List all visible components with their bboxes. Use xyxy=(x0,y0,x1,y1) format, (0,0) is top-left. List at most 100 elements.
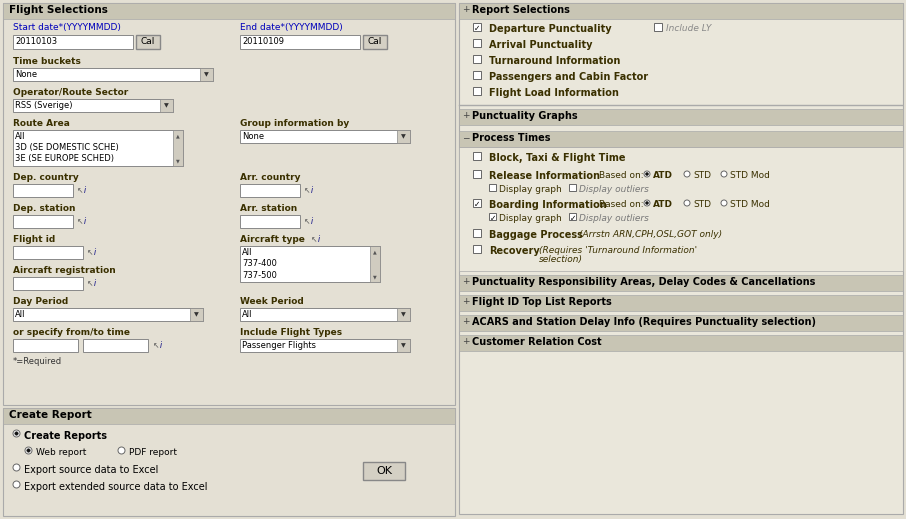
Circle shape xyxy=(645,201,649,204)
Text: ▼: ▼ xyxy=(204,72,209,77)
Text: ▼: ▼ xyxy=(401,343,406,348)
Bar xyxy=(13,339,78,352)
Text: ATD: ATD xyxy=(653,200,673,209)
Circle shape xyxy=(118,447,125,454)
Bar xyxy=(459,275,903,291)
Bar xyxy=(363,462,405,480)
Bar xyxy=(473,199,481,207)
Text: None: None xyxy=(15,70,37,79)
Bar xyxy=(3,3,455,19)
Text: ↖: ↖ xyxy=(304,217,311,226)
Text: ✓: ✓ xyxy=(570,213,576,223)
Text: RSS (Sverige): RSS (Sverige) xyxy=(15,101,72,110)
Text: 3E (SE EUROPE SCHED): 3E (SE EUROPE SCHED) xyxy=(15,155,114,163)
Text: −: − xyxy=(462,133,469,142)
Bar xyxy=(459,295,903,311)
Text: Baggage Process: Baggage Process xyxy=(489,230,583,240)
Bar xyxy=(397,130,410,143)
Text: Arr. station: Arr. station xyxy=(240,204,297,213)
Bar xyxy=(160,99,173,112)
Text: ACARS and Station Delay Info (Requires Punctuality selection): ACARS and Station Delay Info (Requires P… xyxy=(472,317,816,327)
Text: +: + xyxy=(462,5,469,14)
Bar xyxy=(459,315,903,331)
Text: (Requires 'Turnaround Information': (Requires 'Turnaround Information' xyxy=(539,246,697,255)
Text: i: i xyxy=(160,341,162,350)
Bar xyxy=(397,308,410,321)
Text: Dep. station: Dep. station xyxy=(13,204,75,213)
Bar xyxy=(240,184,300,197)
Bar xyxy=(136,35,160,49)
Bar xyxy=(13,35,133,49)
Text: STD Mod: STD Mod xyxy=(730,171,770,180)
Text: All: All xyxy=(242,248,253,257)
Text: Punctuality Graphs: Punctuality Graphs xyxy=(472,111,578,121)
Text: ▼: ▼ xyxy=(373,274,377,279)
Bar xyxy=(654,23,662,31)
Text: Group information by: Group information by xyxy=(240,119,349,128)
Bar xyxy=(397,339,410,352)
Text: Display graph: Display graph xyxy=(499,185,562,194)
Text: +: + xyxy=(462,277,469,286)
Bar xyxy=(569,213,576,220)
Text: Cal: Cal xyxy=(368,37,382,47)
Bar xyxy=(173,130,183,166)
Bar xyxy=(569,184,576,191)
Text: None: None xyxy=(242,132,265,141)
Text: All: All xyxy=(15,310,25,319)
Text: Flight Selections: Flight Selections xyxy=(9,5,108,15)
Text: Customer Relation Cost: Customer Relation Cost xyxy=(472,337,602,347)
Text: Export extended source data to Excel: Export extended source data to Excel xyxy=(24,482,207,492)
Circle shape xyxy=(14,432,18,435)
Bar xyxy=(83,339,148,352)
Text: Day Period: Day Period xyxy=(13,297,68,306)
Text: Operator/Route Sector: Operator/Route Sector xyxy=(13,88,129,97)
Text: ↖: ↖ xyxy=(304,186,311,195)
Text: Start date*(YYYYMMDD): Start date*(YYYYMMDD) xyxy=(13,23,120,32)
Text: Punctuality Responsibility Areas, Delay Codes & Cancellations: Punctuality Responsibility Areas, Delay … xyxy=(472,277,815,287)
Text: +: + xyxy=(462,317,469,326)
Text: Cal: Cal xyxy=(140,37,155,47)
Text: Time buckets: Time buckets xyxy=(13,57,81,66)
Circle shape xyxy=(645,172,649,175)
Bar xyxy=(473,39,481,47)
Text: Block, Taxi & Flight Time: Block, Taxi & Flight Time xyxy=(489,153,625,163)
Text: Arrival Punctuality: Arrival Punctuality xyxy=(489,40,593,50)
Text: i: i xyxy=(311,217,313,226)
Text: +: + xyxy=(462,337,469,346)
Bar xyxy=(489,184,496,191)
Text: ▼: ▼ xyxy=(401,134,406,139)
Text: i: i xyxy=(94,248,96,257)
Bar xyxy=(459,3,903,514)
Text: Flight Load Information: Flight Load Information xyxy=(489,88,619,98)
Bar xyxy=(240,308,410,321)
Text: Flight ID Top List Reports: Flight ID Top List Reports xyxy=(472,297,612,307)
Text: Week Period: Week Period xyxy=(240,297,304,306)
Bar xyxy=(473,245,481,253)
Bar xyxy=(459,131,903,147)
Text: Based on:: Based on: xyxy=(599,200,643,209)
Bar xyxy=(473,71,481,79)
Text: Release Information: Release Information xyxy=(489,171,600,181)
Bar xyxy=(473,55,481,63)
Bar xyxy=(13,308,203,321)
Bar xyxy=(473,152,481,160)
Text: ✓: ✓ xyxy=(474,23,480,33)
Text: ↖: ↖ xyxy=(77,186,83,195)
Circle shape xyxy=(684,200,690,206)
Text: Boarding Information: Boarding Information xyxy=(489,200,607,210)
Text: ↖: ↖ xyxy=(153,341,159,350)
Circle shape xyxy=(721,200,727,206)
Text: i: i xyxy=(84,217,86,226)
Text: Aircraft registration: Aircraft registration xyxy=(13,266,116,275)
Bar xyxy=(473,170,481,178)
Text: i: i xyxy=(318,235,320,244)
Bar xyxy=(459,109,903,125)
Text: Create Reports: Create Reports xyxy=(24,431,107,441)
Bar xyxy=(3,408,455,424)
Text: 737-500: 737-500 xyxy=(242,270,277,280)
Text: ▼: ▼ xyxy=(176,158,180,163)
Circle shape xyxy=(13,481,20,488)
Text: Departure Punctuality: Departure Punctuality xyxy=(489,24,612,34)
Bar xyxy=(363,35,387,49)
Bar xyxy=(370,246,380,282)
